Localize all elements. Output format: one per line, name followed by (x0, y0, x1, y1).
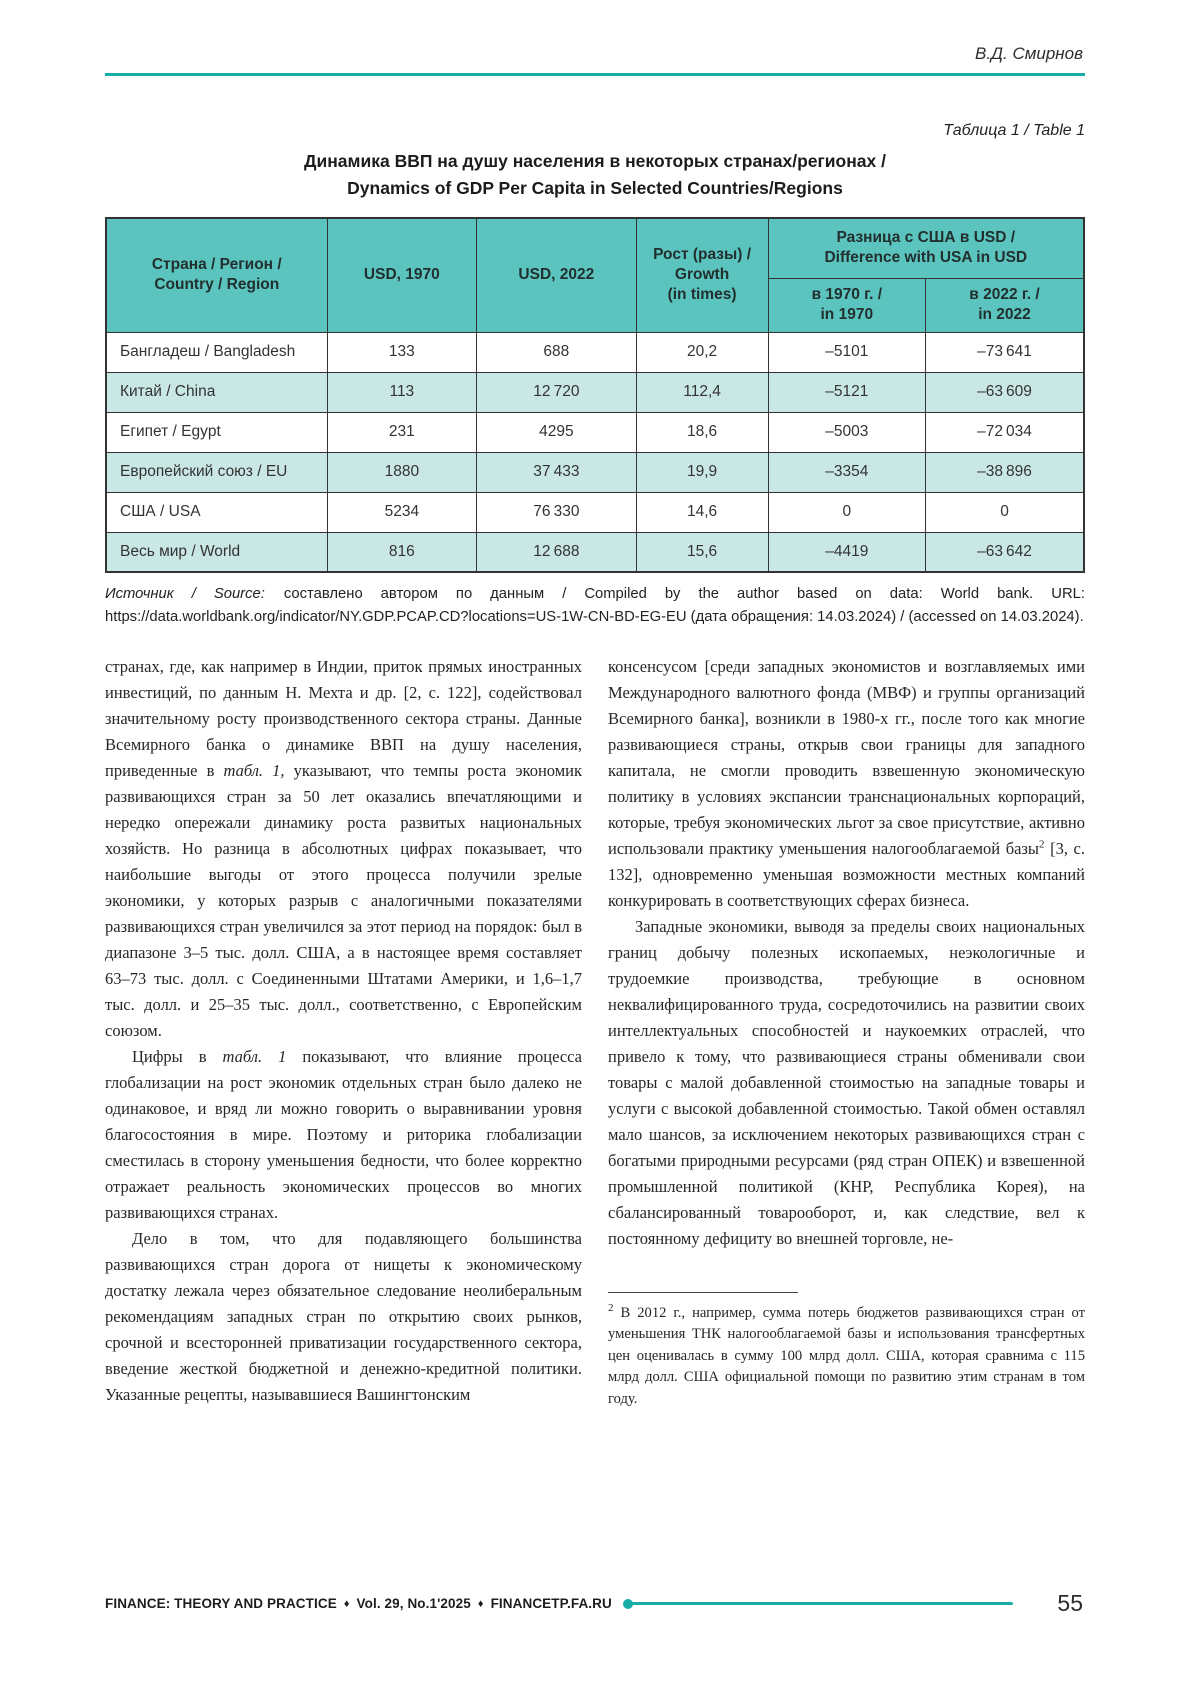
value-cell: –5003 (767, 411, 927, 453)
value-cell: 0 (925, 491, 1085, 533)
text-run: [3, с. 132], одновременно уменьшая возмо… (608, 839, 1085, 910)
value-cell: –63 642 (925, 531, 1085, 573)
gdp-table-header: Страна / Регион / Country / Region USD, … (105, 217, 1085, 333)
value-cell: 12 688 (476, 531, 637, 573)
footnote-text: В 2012 г., например, сумма потерь бюджет… (608, 1305, 1085, 1407)
paragraph: Цифры в табл. 1 показывают, что влияние … (105, 1044, 582, 1226)
text-run: консенсусом [среди западных экономистов … (608, 657, 1085, 858)
value-cell: –38 896 (925, 451, 1085, 493)
value-cell: 14,6 (635, 491, 769, 533)
table-row: Бангладеш / Bangladesh 133 688 20,2 –5101 –73… (105, 331, 1085, 373)
footnote-divider (608, 1292, 798, 1293)
value-cell: 1880 (326, 451, 478, 493)
table-title: Динамика ВВП на душу населения в некотор… (304, 151, 886, 198)
text-run: Цифры в (132, 1047, 223, 1066)
running-head-author: В.Д. Смирнов (974, 44, 1083, 63)
value-cell: 19,9 (635, 451, 769, 493)
text-run: составлено автором по данным / Compiled … (105, 586, 1085, 625)
paragraph: Дело в том, что для подавляющего большин… (105, 1226, 582, 1408)
paragraph: Западные экономики, выводя за пределы св… (608, 914, 1085, 1252)
body-right-column: консенсусом [среди западных экономистов … (608, 654, 1085, 1410)
value-cell: –4419 (767, 531, 927, 573)
value-cell: –3354 (767, 451, 927, 493)
footer-diamond-icon: ♦ (343, 1597, 350, 1610)
gdp-table-body: Бангладеш / Bangladesh 133 688 20,2 –5101 –73… (105, 331, 1085, 573)
paragraph: странах, где, как например в Индии, прит… (105, 654, 582, 1044)
value-cell: 231 (326, 411, 478, 453)
table-caption: Таблица 1 / Table 1 (943, 122, 1085, 139)
italic-run: табл. 1, (223, 761, 285, 780)
value-cell: 4295 (476, 411, 637, 453)
body-left-column: странах, где, как например в Индии, прит… (105, 654, 582, 1410)
page-number: 55 (1057, 1590, 1083, 1616)
table-row: Весь мир / World 816 12 688 15,6 –4419 –63 64… (105, 531, 1085, 573)
table-row: Египет / Egypt 231 4295 18,6 –5003 –72 034 (105, 411, 1085, 453)
source-note: Источник / Source: составлено автором по… (105, 583, 1085, 628)
col-header-usd-1970: USD, 1970 (326, 217, 478, 333)
text-run: показывают, что влияние процесса глобали… (105, 1047, 582, 1222)
value-cell: 37 433 (476, 451, 637, 493)
col-header-growth: Рост (разы) / Growth (in times) (635, 217, 769, 333)
value-cell: 816 (326, 531, 478, 573)
italic-run: табл. 1 (222, 1047, 287, 1066)
value-cell: 688 (476, 331, 637, 373)
table-row: Европейский союз / EU 1880 37 433 19,9 –3354… (105, 451, 1085, 493)
footer-journal-name: FINANCE: THEORY AND PRACTICE (105, 1596, 337, 1611)
footer-issue: Vol. 29, No.1'2025 (356, 1596, 471, 1611)
gdp-table: Страна / Регион / Country / Region USD, … (105, 217, 1085, 573)
page-footer: FINANCE: THEORY AND PRACTICE ♦ Vol. 29, … (105, 1592, 1083, 1615)
footnote-marker: 2 (608, 1302, 614, 1315)
header-rule (105, 73, 1085, 76)
value-cell: –72 034 (925, 411, 1085, 453)
country-cell: США / USA (105, 491, 328, 533)
value-cell: –63 609 (925, 371, 1085, 413)
footer-site: FINANCETP.FA.RU (490, 1596, 612, 1611)
col-header-country: Страна / Регион / Country / Region (105, 217, 328, 333)
text-run: указывают, что темпы роста экономик разв… (105, 761, 583, 1040)
footer-diamond-icon: ♦ (477, 1597, 484, 1610)
col-header-diff-1970: в 1970 г. / in 1970 (767, 277, 927, 333)
value-cell: 12 720 (476, 371, 637, 413)
value-cell: 76 330 (476, 491, 637, 533)
country-cell: Европейский союз / EU (105, 451, 328, 493)
footnote: 2 В 2012 г., например, сумма потерь бюдж… (608, 1303, 1085, 1410)
text-run: Дело в том, что для подавляющего большин… (105, 1229, 582, 1404)
table-row: Китай / China 113 12 720 112,4 –5121 –63 609 (105, 371, 1085, 413)
superscript: 2 (1039, 838, 1045, 851)
value-cell: 15,6 (635, 531, 769, 573)
country-cell: Египет / Egypt (105, 411, 328, 453)
value-cell: 20,2 (635, 331, 769, 373)
country-cell: Китай / China (105, 371, 328, 413)
body-text: странах, где, как например в Индии, прит… (105, 654, 1085, 1410)
col-header-diff-2022: в 2022 г. / in 2022 (925, 277, 1085, 333)
value-cell: 18,6 (635, 411, 769, 453)
col-header-usd-2022: USD, 2022 (476, 217, 637, 333)
italic-run: Источник / Source: (105, 586, 283, 602)
value-cell: 133 (326, 331, 478, 373)
value-cell: 113 (326, 371, 478, 413)
footer-rule (622, 1598, 1014, 1609)
value-cell: 112,4 (635, 371, 769, 413)
value-cell: –73 641 (925, 331, 1085, 373)
text-run: Западные экономики, выводя за пределы св… (608, 917, 1085, 1248)
country-cell: Бангладеш / Bangladesh (105, 331, 328, 373)
table-row: США / USA 5234 76 330 14,6 0 0 (105, 491, 1085, 533)
text-run: странах, где, как например в Индии, прит… (105, 657, 582, 780)
col-header-diff-group: Разница с США в USD / Difference with US… (767, 217, 1085, 279)
value-cell: –5121 (767, 371, 927, 413)
page-content: В.Д. Смирнов Таблица 1 / Table 1 Динамик… (105, 0, 1085, 1410)
value-cell: 5234 (326, 491, 478, 533)
value-cell: –5101 (767, 331, 927, 373)
country-cell: Весь мир / World (105, 531, 328, 573)
paragraph: консенсусом [среди западных экономистов … (608, 654, 1085, 914)
value-cell: 0 (767, 491, 927, 533)
